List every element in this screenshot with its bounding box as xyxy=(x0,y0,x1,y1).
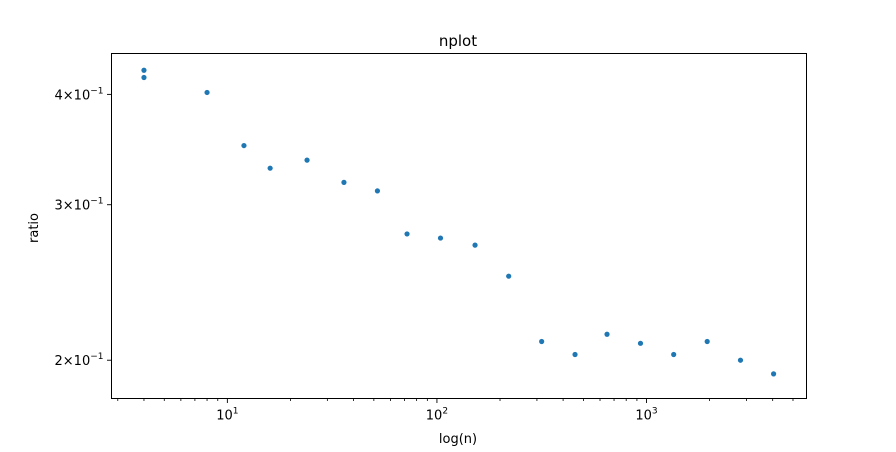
x-tick-label-base: 10 xyxy=(216,409,233,424)
data-point xyxy=(539,338,545,345)
y-tick-label: 2×10−1 xyxy=(54,352,103,369)
x-tick-label: 102 xyxy=(426,407,448,424)
data-point xyxy=(241,142,247,149)
data-point xyxy=(404,231,410,237)
x-tick-label-exponent: 1 xyxy=(233,407,239,417)
y-tick-label-exponent: −1 xyxy=(90,86,103,96)
x-axis-label: log(n) xyxy=(439,432,477,447)
plot-area-frame xyxy=(111,53,807,399)
data-point xyxy=(604,331,610,337)
x-tick-label-base: 10 xyxy=(635,409,652,424)
data-point xyxy=(141,67,147,73)
y-tick-label-base: 10 xyxy=(74,88,91,103)
data-point xyxy=(704,338,710,345)
y-tick-label-mantissa: 3 xyxy=(54,199,62,214)
y-tick-label-exponent: −1 xyxy=(90,197,103,207)
data-point xyxy=(737,357,744,363)
y-tick-label-mantissa: 2 xyxy=(54,354,62,369)
y-tick-label-times: × xyxy=(63,354,74,369)
x-tick-label-exponent: 2 xyxy=(442,407,448,417)
data-point xyxy=(304,157,310,163)
data-point xyxy=(770,371,777,377)
data-point xyxy=(637,340,644,346)
y-tick-label-mantissa: 4 xyxy=(54,88,62,103)
y-tick-label: 3×10−1 xyxy=(54,197,103,214)
y-tick-label-base: 10 xyxy=(74,199,91,214)
x-tick-label: 103 xyxy=(635,407,657,424)
data-points xyxy=(141,67,777,377)
y-tick-label-times: × xyxy=(63,199,74,214)
data-point xyxy=(204,89,210,96)
data-point xyxy=(374,188,381,194)
x-tick-label-base: 10 xyxy=(426,409,443,424)
y-tick-label-times: × xyxy=(63,88,74,103)
y-axis-label: ratio xyxy=(27,213,42,243)
data-point xyxy=(341,179,347,185)
data-point xyxy=(506,273,512,279)
data-point xyxy=(572,351,578,358)
data-point xyxy=(267,165,273,171)
y-tick-label-base: 10 xyxy=(74,354,91,369)
data-point xyxy=(141,74,147,81)
chart-title: nplot xyxy=(439,32,477,50)
data-point xyxy=(472,242,478,248)
y-tick-label: 4×10−1 xyxy=(54,86,103,103)
x-tick-label: 101 xyxy=(216,407,238,424)
y-tick-label-exponent: −1 xyxy=(90,352,103,362)
x-tick-label-exponent: 3 xyxy=(652,407,658,417)
data-point xyxy=(671,351,677,358)
data-point xyxy=(437,235,444,241)
